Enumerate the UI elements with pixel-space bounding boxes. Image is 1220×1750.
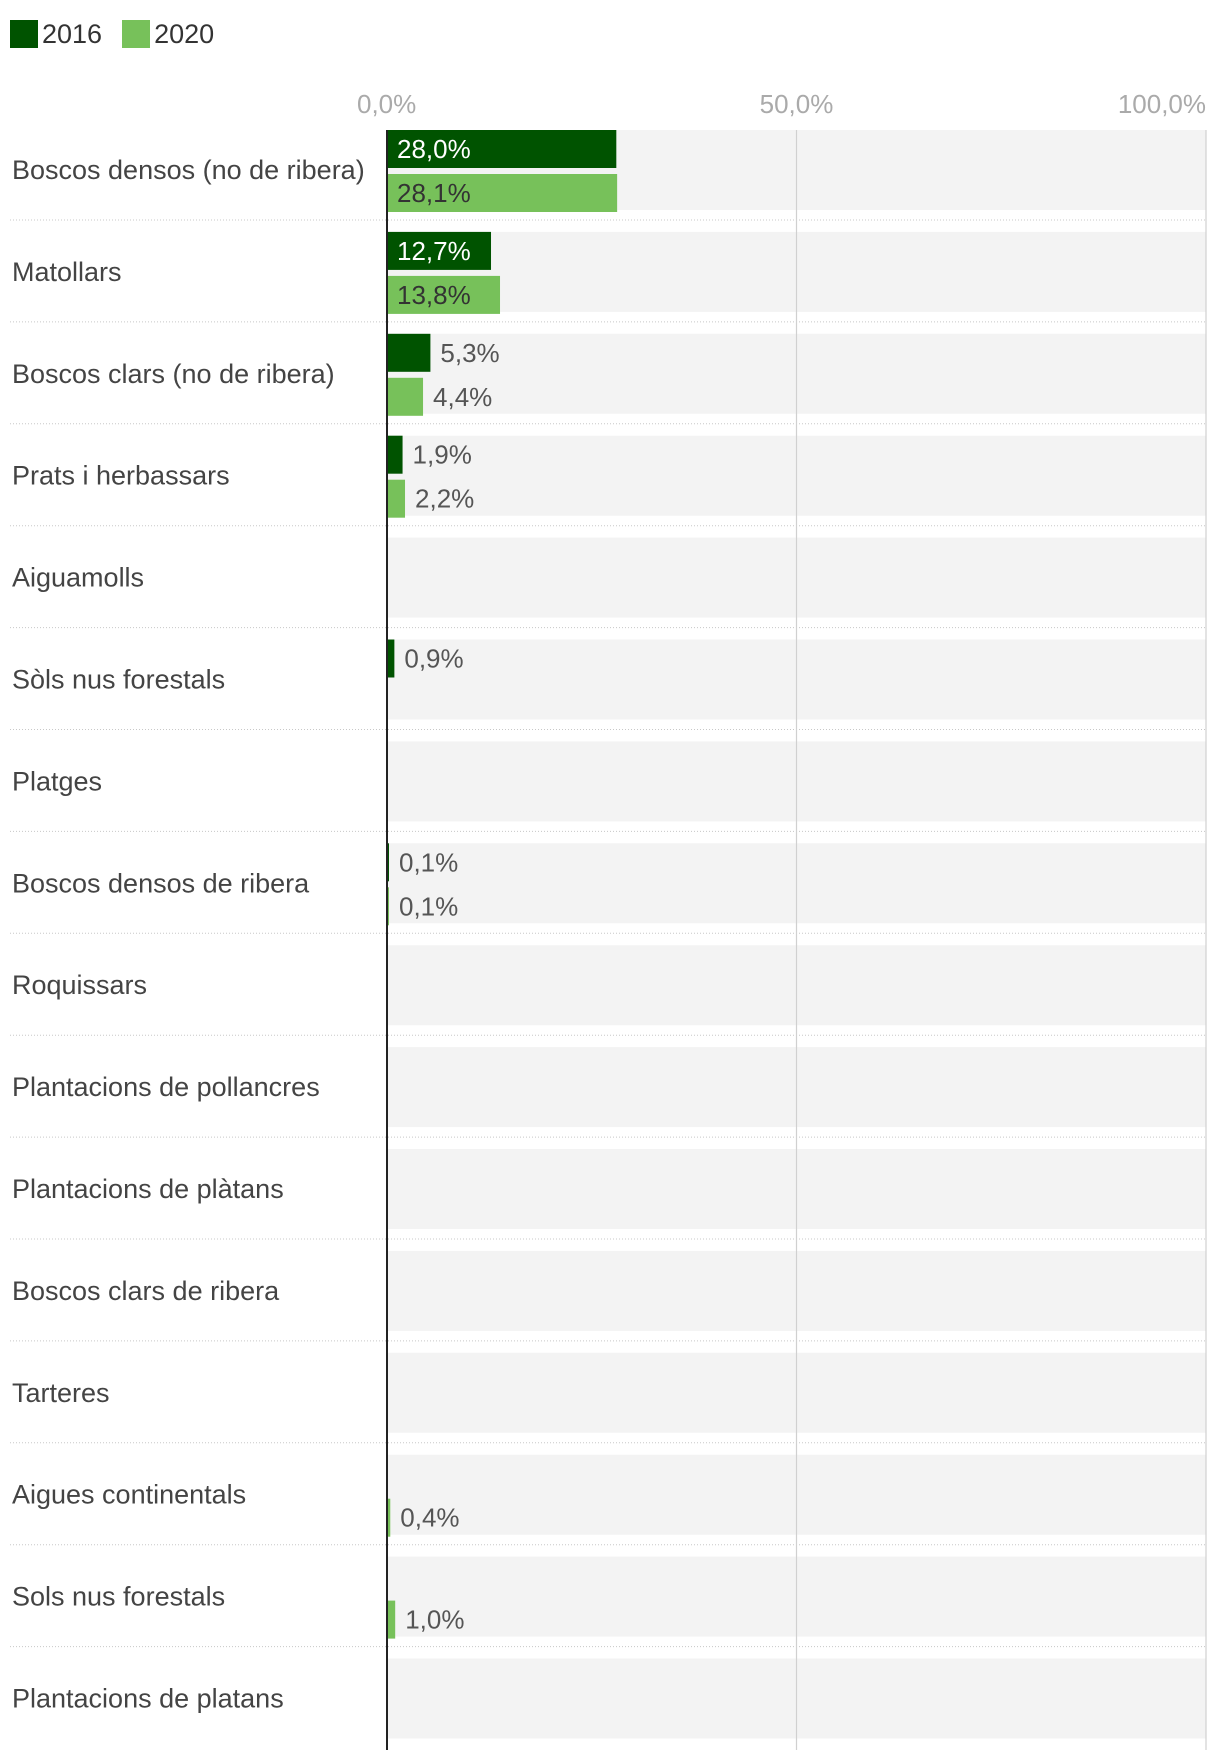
- category-label: Tarteres: [12, 1378, 110, 1408]
- category-label: Matollars: [12, 257, 122, 287]
- value-label-2016: 0,1%: [399, 847, 458, 877]
- category-label: Boscos clars de ribera: [12, 1276, 280, 1306]
- value-label-2020: 2,2%: [415, 484, 474, 514]
- category-label: Boscos densos de ribera: [12, 868, 310, 898]
- legend-label-2016: 2016: [42, 18, 103, 49]
- category-label: Prats i herbassars: [12, 461, 230, 491]
- value-label-2016: 1,9%: [413, 440, 472, 470]
- category-label: Plantacions de platans: [12, 1684, 284, 1714]
- legend-item-2020: 2020: [122, 19, 214, 50]
- x-tick-label: 0,0%: [357, 89, 416, 119]
- bar-2020: [387, 275, 501, 314]
- value-label-2020: 13,8%: [397, 280, 471, 310]
- legend-item-2016: 2016: [10, 19, 102, 50]
- bar-2016: [387, 130, 617, 168]
- value-label-2020: 0,1%: [399, 891, 458, 921]
- value-label-2016: 5,3%: [440, 338, 499, 368]
- value-label-2020: 28,1%: [397, 178, 471, 208]
- category-label: Aigues continentals: [12, 1480, 246, 1510]
- value-label-2016: 28,0%: [397, 134, 471, 164]
- legend-swatch-2016: [10, 20, 38, 48]
- bar-2016: [387, 435, 403, 474]
- bar-2016: [387, 231, 492, 270]
- value-label-2016: 12,7%: [397, 236, 471, 266]
- bar-2020: [387, 1498, 391, 1537]
- category-label: Plantacions de pollancres: [12, 1072, 320, 1102]
- category-label: Sols nus forestals: [12, 1582, 225, 1612]
- bar-2020: [387, 174, 618, 212]
- category-label: Sòls nus forestals: [12, 665, 225, 695]
- bar-2020: [387, 1600, 396, 1639]
- bar-2016: [387, 333, 431, 372]
- value-label-2020: 1,0%: [405, 1605, 464, 1635]
- category-label: Aiguamolls: [12, 563, 144, 593]
- bar-2020: [387, 377, 424, 416]
- value-label-2020: 0,4%: [400, 1503, 459, 1533]
- category-label: Boscos densos (no de ribera): [12, 155, 365, 185]
- x-tick-label: 50,0%: [760, 89, 834, 119]
- category-label: Roquissars: [12, 970, 147, 1000]
- value-label-2016: 0,9%: [404, 644, 463, 674]
- category-label: Plantacions de plàtans: [12, 1174, 284, 1204]
- legend-label-2020: 2020: [154, 18, 215, 49]
- category-label: Boscos clars (no de ribera): [12, 359, 335, 389]
- value-label-2020: 4,4%: [433, 382, 492, 412]
- x-tick-label: 100,0%: [1118, 89, 1206, 119]
- category-label: Platges: [12, 766, 102, 796]
- legend: 2016 2020: [10, 18, 234, 50]
- bar-2016: [387, 639, 395, 678]
- legend-swatch-2020: [122, 20, 151, 48]
- bar-2020: [387, 479, 406, 518]
